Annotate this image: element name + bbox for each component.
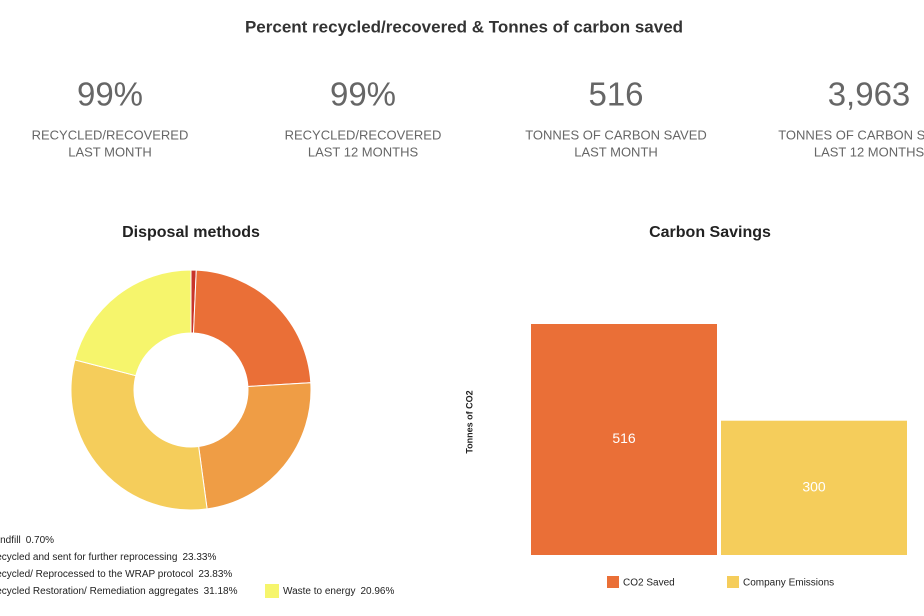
stat-label: LAST 12 MONTHS <box>814 144 924 159</box>
legend-value: 20.96% <box>360 586 394 597</box>
stat-label: LAST 12 MONTHS <box>308 144 419 159</box>
stat-label: RECYCLED/RECOVERED <box>285 127 442 142</box>
legend-name: Recycled Restoration/ Remediation aggreg… <box>0 586 199 597</box>
bar-value-label: 300 <box>802 479 826 495</box>
stat-label: LAST MONTH <box>574 144 658 159</box>
stat-label: RECYCLED/RECOVERED <box>32 127 189 142</box>
legend-name: Landfill <box>0 535 21 546</box>
legend-label: Waste to energy 20.96% <box>283 586 394 597</box>
legend-label: Landfill 0.70% <box>0 535 54 546</box>
legend-value: 23.83% <box>198 569 232 580</box>
legend-name: Recycled and sent for further reprocessi… <box>0 552 177 563</box>
legend-swatch <box>607 576 619 588</box>
legend-value: 0.70% <box>26 535 54 546</box>
page-title: Percent recycled/recovered & Tonnes of c… <box>245 17 683 36</box>
chart-title: Carbon Savings <box>649 224 771 241</box>
legend-label: Recycled Restoration/ Remediation aggreg… <box>0 586 238 597</box>
stat-label: LAST MONTH <box>68 144 152 159</box>
bar-value-label: 516 <box>612 430 636 446</box>
stat-label: TONNES OF CARBON SAVED <box>525 127 707 142</box>
legend-label: Company Emissions <box>743 578 834 589</box>
stat-value: 3,963 <box>828 76 911 113</box>
donut-slice <box>192 269 312 388</box>
chart-title: Disposal methods <box>122 224 260 241</box>
legend-swatch <box>727 576 739 588</box>
donut-slice <box>74 269 192 377</box>
legend-label: Recycled and sent for further reprocessi… <box>0 552 216 563</box>
legend-value: 23.33% <box>182 552 216 563</box>
legend-label: Recycled/ Reprocessed to the WRAP protoc… <box>0 569 232 580</box>
legend-name: Recycled/ Reprocessed to the WRAP protoc… <box>0 569 193 580</box>
stat-value: 99% <box>77 76 143 113</box>
bar <box>721 420 907 555</box>
stat-value: 99% <box>330 76 396 113</box>
y-axis-label: Tonnes of CO2 <box>464 390 474 453</box>
legend-name: Waste to energy <box>283 586 355 597</box>
legend-label: CO2 Saved <box>623 578 675 589</box>
donut-slice <box>70 359 208 511</box>
legend-swatch <box>265 584 279 598</box>
donut-slice <box>198 382 312 510</box>
legend-value: 31.18% <box>204 586 238 597</box>
bar <box>531 324 717 555</box>
stat-value: 516 <box>588 76 643 113</box>
stat-label: TONNES OF CARBON SAVED <box>778 127 924 142</box>
